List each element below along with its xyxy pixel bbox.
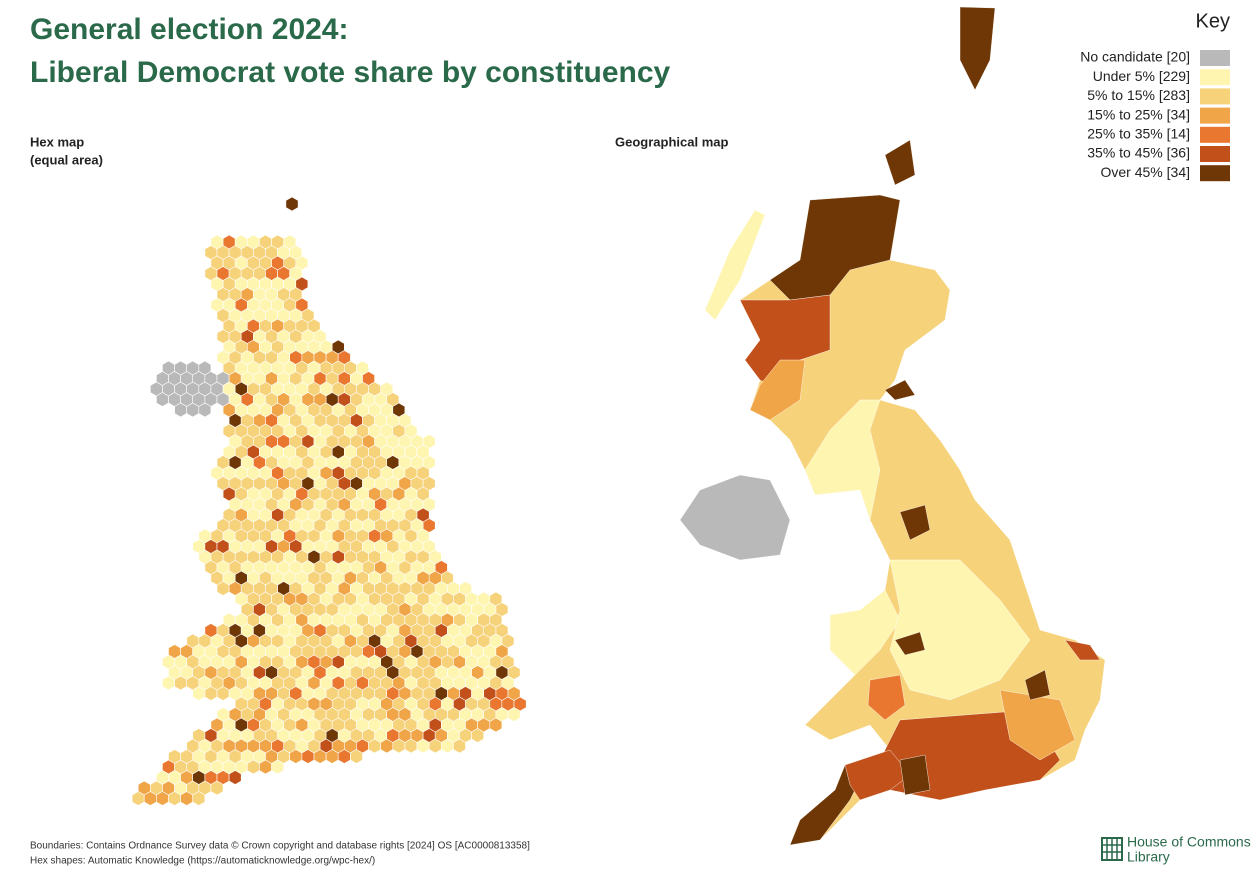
key-title: Key: [1196, 10, 1230, 32]
logo-text: Library: [1127, 849, 1170, 865]
region: [867, 674, 906, 721]
hebrides: [704, 209, 766, 321]
key-swatch: [1200, 126, 1230, 143]
hex: [228, 770, 242, 785]
key-swatch: [1200, 165, 1230, 182]
shetland: [959, 6, 996, 91]
hex: [489, 717, 503, 733]
hex-map: [131, 196, 527, 806]
logo-icon: [1102, 838, 1122, 860]
hex: [198, 402, 212, 418]
region: [749, 359, 806, 421]
logo-text: House of Commons: [1127, 834, 1251, 850]
title: Liberal Democrat vote share by constitue…: [30, 56, 671, 89]
region: [844, 749, 911, 801]
panel-subtitle: (equal area): [30, 152, 103, 167]
panel-title: Hex map: [30, 134, 84, 149]
panel-title: Geographical map: [615, 134, 728, 149]
key-label: Under 5% [229]: [1093, 68, 1190, 84]
hex: [285, 196, 299, 212]
key-label: 25% to 35% [14]: [1087, 126, 1190, 142]
hex: [350, 749, 363, 764]
region: [894, 631, 926, 656]
key-swatch: [1200, 146, 1230, 162]
region: [804, 399, 881, 521]
title: General election 2024:: [30, 13, 349, 46]
region: [1024, 669, 1051, 701]
key-label: No candidate [20]: [1080, 49, 1190, 65]
region: [899, 504, 931, 541]
orkney: [884, 139, 916, 186]
hex: [507, 707, 521, 722]
region: [899, 754, 931, 796]
hex: [271, 759, 285, 775]
key-swatch: [1200, 69, 1230, 86]
region: [829, 589, 901, 676]
region: [769, 194, 901, 301]
key-label: 15% to 25% [34]: [1087, 106, 1190, 122]
region: [1064, 639, 1101, 661]
northern-ireland: [679, 474, 791, 561]
region: [884, 379, 916, 401]
hex: [192, 791, 206, 806]
logo: House of Commons Library: [1101, 834, 1251, 865]
key-swatch: [1200, 107, 1230, 124]
region: [999, 689, 1076, 761]
key-label: 35% to 45% [36]: [1087, 145, 1190, 161]
key-label: Over 45% [34]: [1101, 164, 1191, 180]
key-swatch: [1200, 88, 1230, 105]
source-note: Hex shapes: Automatic Knowledge (https:/…: [30, 856, 375, 867]
key: No candidate [20] Under 5% [229] 5% to 15%…: [1080, 49, 1230, 182]
region: [889, 559, 1031, 701]
hex: [210, 780, 224, 796]
key-swatch: [1200, 50, 1230, 66]
hex: [453, 738, 466, 754]
hex: [131, 791, 145, 806]
hex: [471, 728, 485, 743]
source-note: Boundaries: Contains Ordnance Survey dat…: [30, 841, 530, 852]
geographical-map: [679, 6, 1106, 846]
key-label: 5% to 15% [283]: [1087, 87, 1190, 103]
